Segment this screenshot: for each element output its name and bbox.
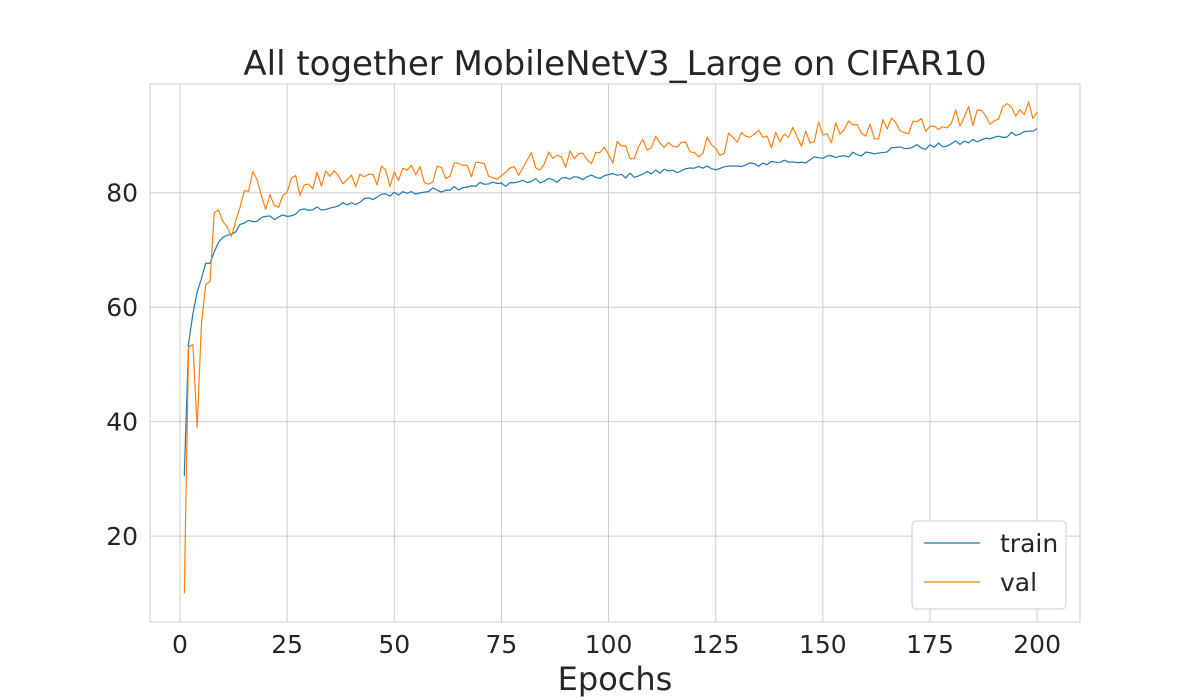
- x-tick-label: 25: [271, 630, 303, 659]
- x-tick-label: 150: [799, 630, 847, 659]
- x-axis-label: Epochs: [558, 660, 673, 698]
- y-tick-label: 80: [106, 179, 138, 208]
- chart-title: All together MobileNetV3_Large on CIFAR1…: [243, 44, 986, 84]
- x-tick-label: 125: [692, 630, 740, 659]
- series-lines: [183, 101, 1038, 594]
- x-tick-label: 200: [1013, 630, 1061, 659]
- y-tick-label: 40: [106, 408, 138, 437]
- x-tick-label: 0: [172, 630, 188, 659]
- y-tick-label: 60: [106, 293, 138, 322]
- series-line-val: [183, 101, 1038, 594]
- series-line-train: [183, 128, 1038, 477]
- legend: train val: [911, 520, 1067, 610]
- y-tick-label: 20: [106, 522, 138, 551]
- x-tick-label: 175: [906, 630, 954, 659]
- x-tick-labels: 0 25 50 75 100 125 150 175 200: [172, 630, 1061, 659]
- x-tick-label: 100: [585, 630, 633, 659]
- gridlines: [150, 84, 1080, 622]
- legend-val-label: val: [1000, 568, 1037, 597]
- y-tick-labels: 20 40 60 80: [106, 179, 138, 551]
- x-tick-label: 75: [486, 630, 518, 659]
- x-tick-label: 50: [378, 630, 410, 659]
- legend-train-label: train: [1000, 529, 1058, 558]
